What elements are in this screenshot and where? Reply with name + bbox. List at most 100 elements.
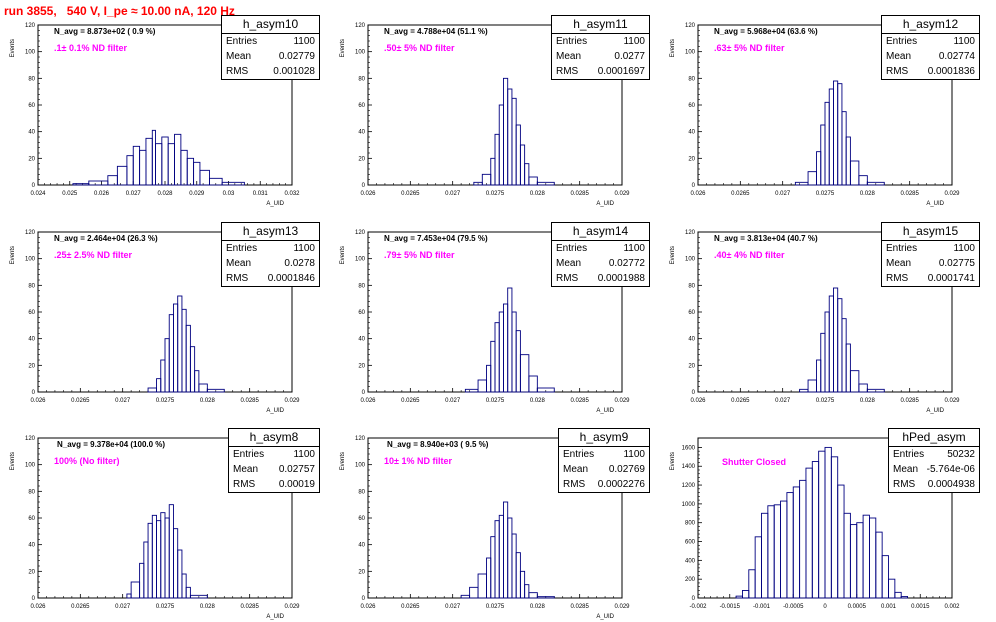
y-tick-label: 60 — [358, 103, 365, 109]
histogram-bin — [181, 573, 187, 599]
stat-row: Mean 0.02772 — [552, 256, 649, 271]
x-tick-label: 0.0275 — [816, 398, 835, 404]
histogram-bin — [833, 287, 839, 393]
y-tick-label: 800 — [685, 521, 696, 527]
stat-label: RMS — [226, 66, 249, 77]
x-tick-label: 0.0275 — [486, 398, 505, 404]
stat-row: Entries 1100 — [222, 241, 319, 256]
histogram-bin — [151, 514, 157, 599]
x-tick-label: 0.0275 — [486, 604, 505, 610]
y-tick-label: 100 — [25, 257, 36, 263]
histogram-bin — [486, 557, 492, 599]
y-axis-title: Events — [670, 39, 676, 57]
stats-box: h_asym13 Entries 1100 Mean 0.0278 RMS 0.000184… — [221, 222, 320, 287]
filter-annotation: Shutter Closed — [722, 457, 787, 467]
stat-label: RMS — [886, 66, 909, 77]
x-tick-label: 0.0265 — [71, 604, 90, 610]
y-tick-label: 20 — [28, 569, 35, 575]
x-tick-label: 0.029 — [284, 604, 300, 610]
x-axis-title: A_UID — [596, 201, 614, 207]
x-tick-label: 0.027 — [445, 398, 461, 404]
x-axis-title: A_UID — [266, 408, 284, 414]
stat-row: Entries 1100 — [552, 241, 649, 256]
stats-box: h_asym8 Entries 1100 Mean 0.02757 RMS 0.00019 — [228, 428, 320, 493]
stat-label: Entries — [893, 449, 925, 460]
histogram-bin — [868, 517, 877, 599]
y-axis-title: Events — [340, 246, 346, 264]
stats-box: h_asym10 Entries 1100 Mean 0.02779 RMS 0.00102… — [221, 15, 320, 80]
filter-annotation: .50± 5% ND filter — [384, 43, 455, 53]
histogram-bin — [147, 387, 157, 393]
histogram-bin — [221, 181, 245, 186]
histogram-bin — [511, 533, 517, 599]
y-tick-label: 120 — [25, 230, 36, 236]
stat-label: Entries — [556, 36, 588, 47]
histogram-bin — [843, 512, 851, 599]
histogram-name: h_asym10 — [222, 16, 319, 34]
histogram-bin — [507, 287, 513, 393]
y-tick-label: 40 — [358, 337, 365, 343]
y-tick-label: 0 — [32, 183, 36, 189]
histogram-bin — [88, 180, 109, 186]
stat-label: Mean — [556, 258, 582, 269]
y-tick-label: 100 — [355, 50, 366, 56]
histogram-panel-h_asym9: 0.026 0.0265 0.027 0.0275 0.028 0.0285 0.029 0 2… — [330, 428, 650, 622]
stat-row: RMS 0.0002276 — [559, 477, 649, 492]
stat-value: 50232 — [947, 449, 975, 460]
histogram-panel-h_asym11: 0.026 0.0265 0.027 0.0275 0.028 0.0285 0.029 0 2… — [330, 15, 650, 210]
stat-value: 1100 — [953, 36, 975, 47]
histogram-bin — [164, 517, 170, 599]
histogram-name: h_asym14 — [552, 223, 649, 241]
stat-value: 0.0001697 — [597, 66, 645, 77]
histogram-plot: 0.026 0.0265 0.027 0.0275 0.028 0.0285 0.029 0 2… — [670, 230, 960, 414]
stat-label: Entries — [563, 449, 595, 460]
histogram-plot: 0.026 0.0265 0.027 0.0275 0.028 0.0285 0.029 0 2… — [10, 436, 300, 620]
y-tick-label: 80 — [28, 489, 35, 495]
histogram-bin — [490, 340, 496, 393]
x-tick-label: 0.0265 — [401, 191, 420, 197]
histogram-bin — [168, 314, 174, 393]
stats-box: h_asym15 Entries 1100 Mean 0.02775 RMS 0.00017… — [881, 222, 980, 287]
histogram-plot: 0.026 0.0265 0.027 0.0275 0.028 0.0285 0.029 0 2… — [340, 23, 630, 207]
navg-annotation: N_avg = 4.788e+04 (51.1 %) — [384, 27, 488, 36]
histogram-plot: 0.026 0.0265 0.027 0.0275 0.028 0.0285 0.029 0 2… — [10, 230, 300, 414]
histogram-bin — [160, 512, 166, 599]
histogram-bin — [773, 504, 781, 599]
x-tick-label: 0.0275 — [156, 398, 175, 404]
histogram-bin — [494, 520, 500, 599]
y-tick-label: 60 — [28, 516, 35, 522]
x-tick-label: 0.0285 — [240, 604, 259, 610]
histogram-bin — [503, 77, 509, 186]
histogram-bin — [469, 586, 479, 599]
stat-value: 0.02769 — [608, 464, 645, 475]
x-tick-label: 0.031 — [253, 191, 269, 197]
x-tick-label: -0.0015 — [720, 604, 741, 610]
histogram-bin — [807, 171, 817, 186]
stat-label: Mean — [556, 51, 582, 62]
histogram-bin — [811, 461, 820, 599]
x-tick-label: 0.027 — [126, 191, 142, 197]
stat-value: 0.0004938 — [927, 479, 975, 490]
y-tick-label: 120 — [685, 230, 696, 236]
y-tick-label: 0 — [692, 596, 696, 602]
stat-row: Mean 0.02757 — [229, 462, 319, 477]
stat-label: RMS — [226, 273, 249, 284]
histogram-bin — [126, 155, 134, 186]
y-tick-label: 40 — [28, 130, 35, 136]
histogram-bin — [875, 531, 883, 599]
histogram-bin — [858, 175, 868, 186]
y-axis-title: Events — [340, 452, 346, 470]
histogram-name: h_asym13 — [222, 223, 319, 241]
histogram-bin — [845, 136, 851, 186]
x-tick-label: 0.025 — [62, 191, 78, 197]
y-tick-label: 0 — [32, 390, 36, 396]
histogram-bin — [741, 590, 750, 599]
x-tick-label: 0.029 — [614, 604, 630, 610]
filter-annotation: .1± 0.1% ND filter — [54, 43, 127, 53]
y-tick-label: 0 — [362, 183, 366, 189]
x-tick-label: 0.029 — [284, 398, 300, 404]
x-tick-label: 0.026 — [30, 398, 46, 404]
stats-box: h_asym9 Entries 1100 Mean 0.02769 RMS 0.000227… — [558, 428, 650, 493]
y-tick-label: 60 — [688, 103, 695, 109]
x-tick-label: -0.002 — [689, 604, 707, 610]
